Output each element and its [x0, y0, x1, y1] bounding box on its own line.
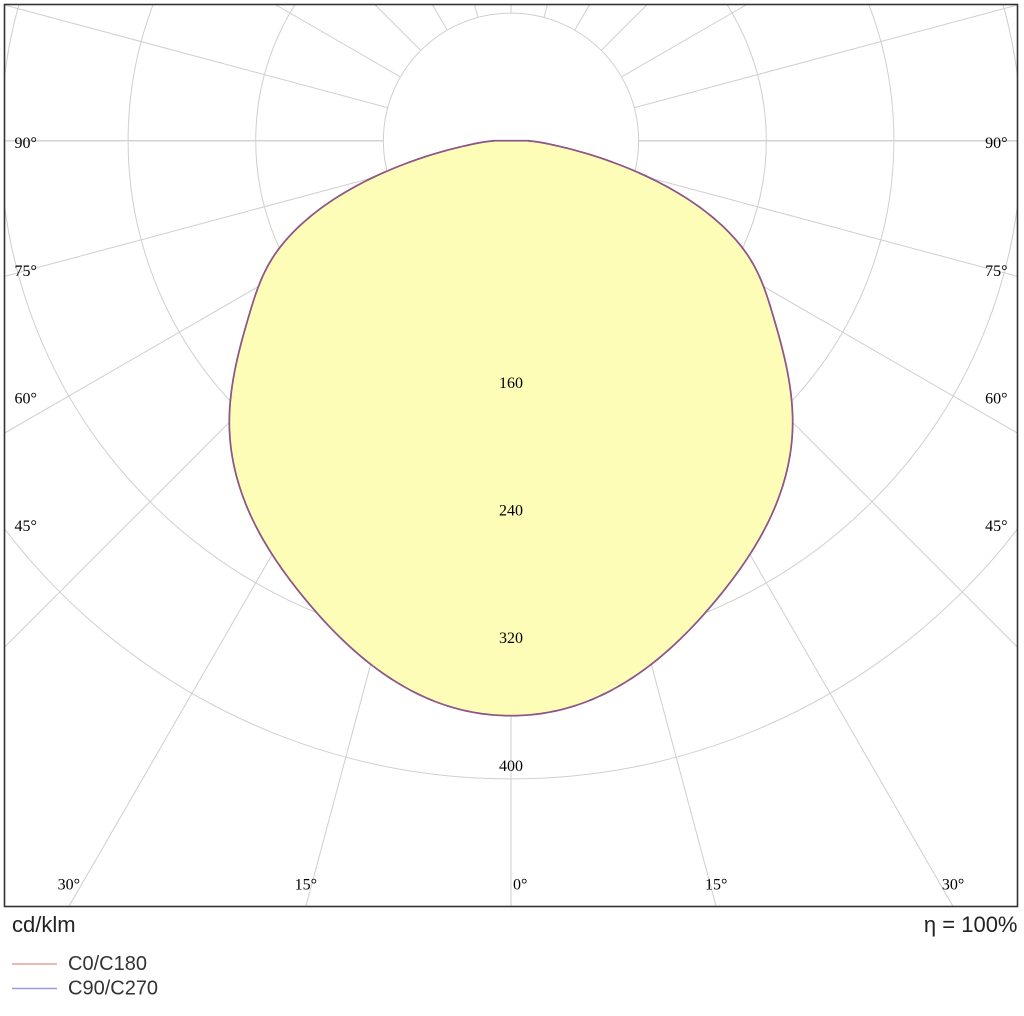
svg-text:400: 400 — [499, 758, 523, 775]
svg-text:60°: 60° — [15, 390, 37, 407]
svg-text:45°: 45° — [15, 518, 37, 535]
svg-text:60°: 60° — [985, 390, 1007, 407]
svg-text:0°: 0° — [513, 877, 527, 894]
svg-text:C0/C180: C0/C180 — [68, 953, 147, 975]
svg-text:cd/klm: cd/klm — [12, 912, 76, 937]
svg-text:30°: 30° — [942, 877, 964, 894]
svg-text:30°: 30° — [58, 877, 80, 894]
svg-text:160: 160 — [499, 375, 523, 392]
svg-text:45°: 45° — [985, 518, 1007, 535]
svg-text:90°: 90° — [985, 135, 1007, 152]
svg-text:15°: 15° — [295, 877, 317, 894]
svg-text:90°: 90° — [15, 135, 37, 152]
svg-text:C90/C270: C90/C270 — [68, 978, 158, 1000]
svg-text:320: 320 — [499, 630, 523, 647]
svg-text:75°: 75° — [985, 263, 1007, 280]
svg-text:240: 240 — [499, 503, 523, 520]
svg-text:15°: 15° — [705, 877, 727, 894]
svg-text:η = 100%: η = 100% — [924, 912, 1018, 937]
svg-text:75°: 75° — [15, 263, 37, 280]
